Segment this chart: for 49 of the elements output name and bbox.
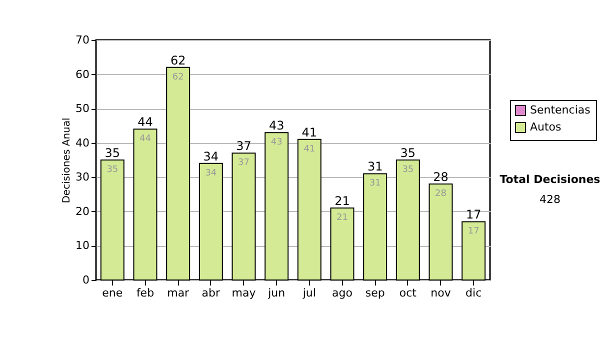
x-tick-label: feb: [136, 286, 154, 300]
text: 34: [205, 168, 217, 178]
y-tick-label: 20: [76, 204, 90, 218]
x-tick-label: mar: [167, 286, 190, 300]
legend-label: Sentencias: [530, 104, 591, 116]
y-axis-title: Decisiones Anual: [62, 118, 73, 204]
text: 31: [369, 178, 381, 189]
x-tick-label: nov: [430, 286, 452, 300]
x-tick-label: jul: [302, 286, 316, 300]
text: 28: [435, 189, 446, 199]
y-tick-label: 0: [82, 274, 90, 286]
total-label: 44: [138, 115, 153, 130]
total-label: 35: [400, 146, 416, 160]
text: 35: [402, 165, 414, 175]
x-tick-label: jun: [267, 286, 286, 300]
x-tick-label: sep: [365, 286, 385, 300]
x-tick-label: abr: [202, 286, 221, 300]
text: 35: [106, 165, 118, 175]
text: 37: [238, 158, 250, 168]
total-label: 17: [466, 208, 482, 222]
total-label: 62: [170, 53, 186, 68]
text: 43: [270, 138, 282, 148]
text: 21: [336, 213, 348, 223]
x-tick-label: oct: [399, 286, 418, 300]
total-label: 28: [433, 170, 448, 184]
text: 428: [538, 192, 562, 208]
text: 41: [304, 144, 316, 154]
y-tick-label: 10: [76, 239, 90, 252]
text: 62: [172, 72, 184, 82]
text: Total Decisiones: [498, 172, 600, 188]
text: 44: [140, 134, 151, 144]
y-tick-label: 50: [76, 102, 90, 116]
x-tick-label: ene: [102, 286, 123, 300]
total-label: 21: [334, 194, 350, 208]
total-label: 37: [236, 139, 252, 154]
total-label: 43: [268, 118, 284, 133]
total-label: 34: [203, 149, 219, 164]
legend-label: Autos: [530, 120, 562, 134]
x-tick-label: ago: [332, 286, 353, 300]
y-tick-label: 70: [76, 34, 90, 46]
text: 17: [468, 226, 480, 237]
total-label: 31: [367, 160, 383, 174]
x-tick-label: dic: [466, 286, 482, 300]
total-label: 35: [104, 146, 120, 160]
x-tick-label: may: [232, 286, 256, 300]
y-tick-label: 40: [76, 136, 90, 150]
y-tick-label: 30: [76, 170, 90, 184]
y-tick-label: 60: [76, 68, 90, 81]
total-label: 41: [302, 125, 318, 140]
